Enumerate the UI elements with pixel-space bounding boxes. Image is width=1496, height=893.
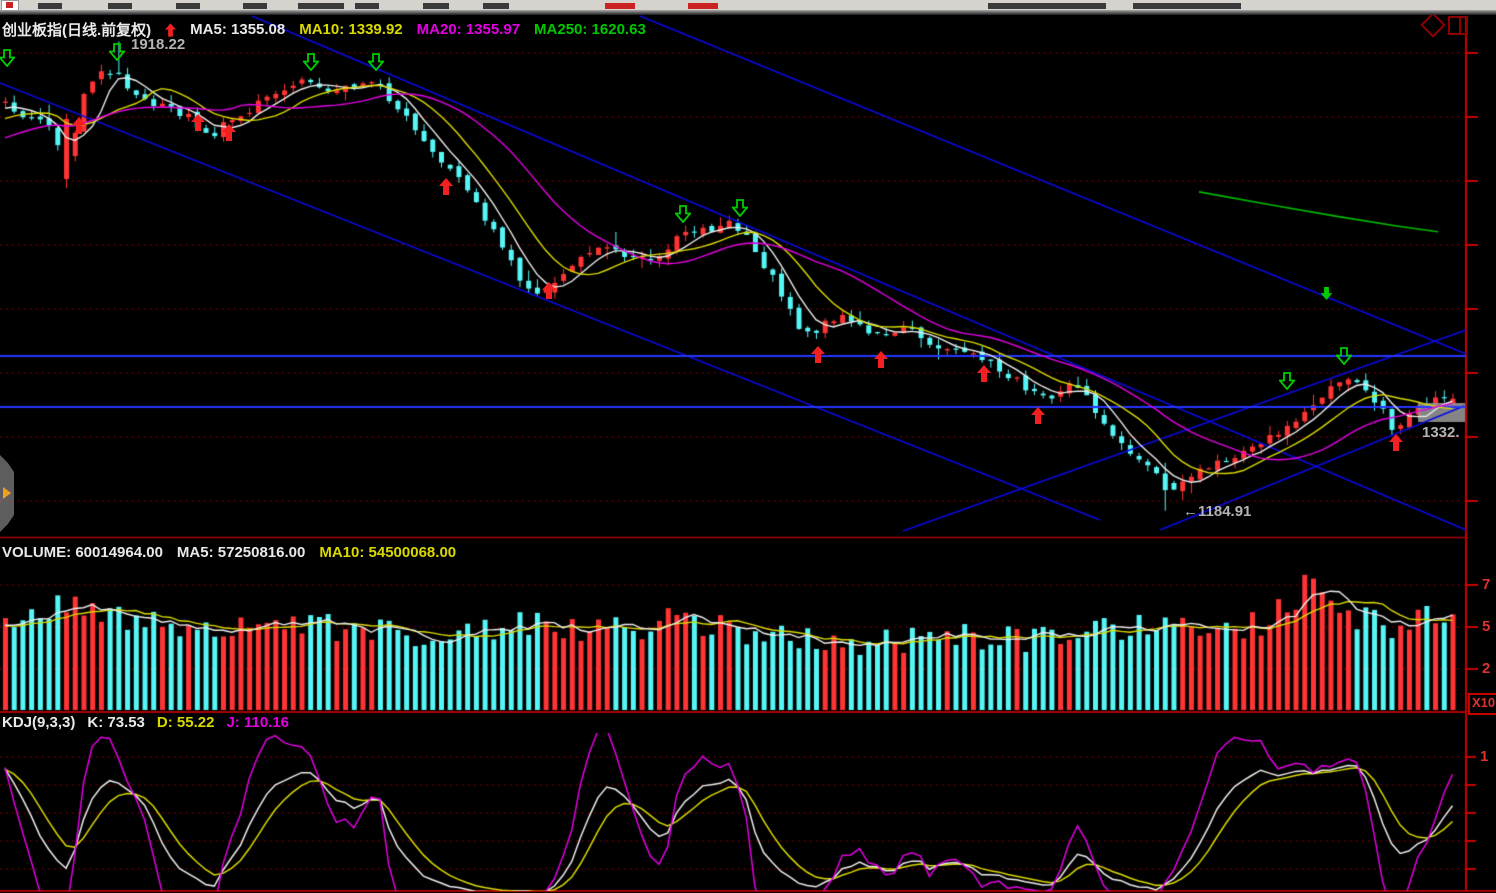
menu-item-highlighted[interactable]: [688, 3, 718, 9]
menu-item[interactable]: [483, 3, 509, 9]
menu-item[interactable]: [38, 3, 62, 9]
menu-item[interactable]: [298, 3, 344, 9]
menu-item[interactable]: [355, 3, 379, 9]
menu-status-text[interactable]: [988, 3, 1106, 9]
menu-item[interactable]: [176, 3, 200, 9]
window-edge: [0, 10, 1496, 15]
menu-item[interactable]: [108, 3, 132, 9]
menu-item-highlighted[interactable]: [605, 3, 635, 9]
menu-item[interactable]: [243, 3, 267, 9]
menu-status-text[interactable]: [1133, 3, 1241, 9]
menu-bar[interactable]: [0, 0, 1496, 11]
menu-item[interactable]: [423, 3, 449, 9]
